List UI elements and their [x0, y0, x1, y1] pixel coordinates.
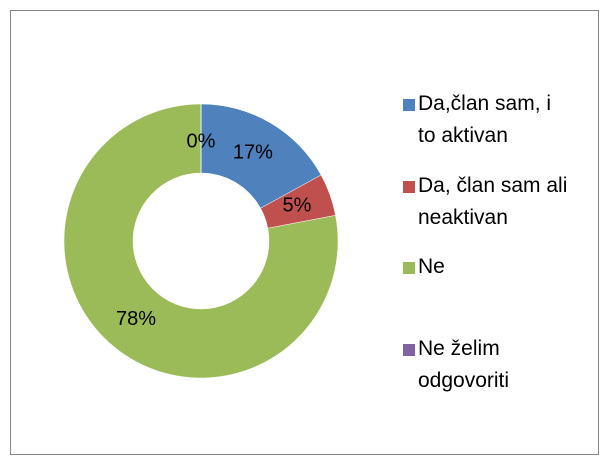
legend-swatch [403, 181, 415, 193]
data-label: 78% [116, 308, 156, 330]
donut-slice [200, 103, 322, 209]
legend-label: Ne [418, 255, 445, 278]
data-label: 5% [283, 195, 312, 217]
legend-swatch [403, 99, 415, 111]
donut-slice [63, 103, 339, 379]
legend-label: Ne želim odgovoriti [418, 337, 510, 392]
legend-label: Da, član sam ali neaktivan [418, 174, 568, 229]
legend-swatch [403, 262, 415, 274]
data-label: 17% [233, 141, 273, 163]
legend-swatch [403, 344, 415, 356]
data-label: 0% [187, 130, 216, 152]
legend-label: Da,član sam, i to aktivan [418, 92, 552, 147]
